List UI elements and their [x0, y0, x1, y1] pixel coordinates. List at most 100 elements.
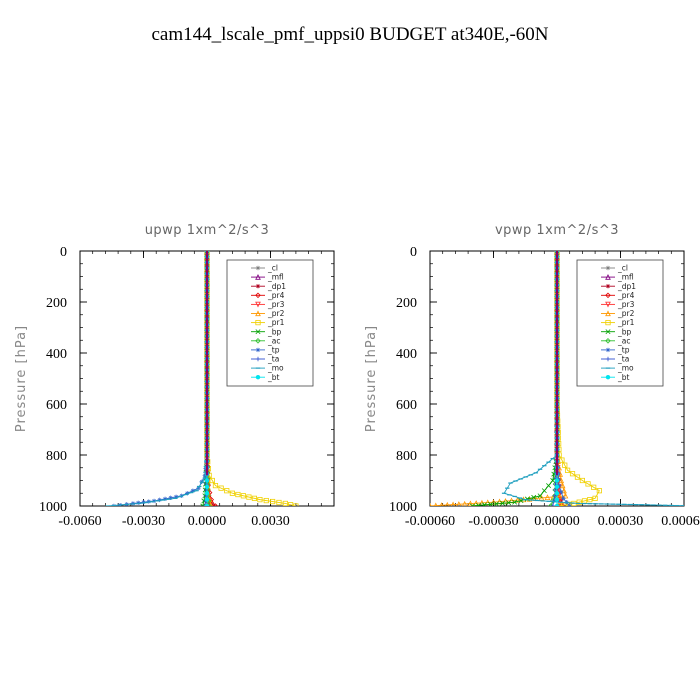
data-point	[561, 502, 567, 506]
data-point	[229, 490, 235, 496]
x-tick-label: 0.0000	[188, 514, 227, 529]
data-point	[531, 494, 537, 500]
series-bp	[469, 251, 560, 506]
series-line	[430, 251, 567, 506]
legend-label: _tp	[267, 346, 280, 355]
legend-label: _pr1	[617, 318, 635, 327]
legend-item-bp: _bp	[601, 327, 632, 336]
legend-label: _cl	[267, 264, 278, 273]
data-point	[293, 503, 299, 506]
data-point	[512, 499, 518, 505]
legend-swatch-marker	[255, 375, 261, 380]
legend-label: _bt	[617, 373, 630, 382]
legend-label: _pr4	[267, 291, 285, 300]
data-point	[202, 503, 208, 506]
y-tick-label: 0	[410, 245, 417, 260]
x-tick-label: -0.0060	[58, 514, 101, 529]
data-point	[204, 491, 210, 496]
data-point	[561, 496, 566, 501]
legend-label: _pr1	[267, 318, 285, 327]
data-point	[554, 503, 560, 506]
legend-item-ac: _ac	[601, 336, 630, 345]
legend-swatch-marker	[255, 356, 261, 362]
legend-item-mfl: _mfl	[251, 273, 284, 282]
data-point	[204, 478, 210, 483]
legend-swatch-marker	[255, 265, 261, 271]
legend-swatch-marker	[605, 292, 611, 299]
legend-label: _pr2	[267, 309, 285, 318]
legend-label: _cl	[617, 264, 628, 273]
data-point	[559, 489, 564, 495]
data-point	[462, 500, 468, 506]
legend-label: _mo	[617, 364, 634, 373]
x-tick-label: 0.00030	[598, 514, 644, 529]
x-tick-label: -0.00030	[468, 514, 518, 529]
series-group	[430, 251, 684, 506]
legend-item-mo: _mo	[601, 364, 634, 373]
data-point	[576, 499, 582, 505]
data-point	[596, 488, 602, 494]
y-tick-label: 0	[60, 245, 67, 260]
series-line	[107, 251, 208, 506]
y-tick-label: 800	[46, 449, 67, 464]
data-point	[500, 500, 506, 506]
data-point	[481, 502, 487, 506]
data-point	[157, 497, 162, 503]
data-point	[190, 488, 196, 493]
legend-item-bt: _bt	[251, 373, 280, 382]
legend-swatch-marker	[605, 329, 611, 335]
data-point	[434, 502, 438, 506]
data-point	[554, 484, 560, 490]
legend-swatch-marker	[605, 284, 611, 289]
legend-item-pr4: _pr4	[251, 291, 285, 300]
legend-label: _bp	[267, 327, 282, 336]
data-point	[288, 502, 294, 506]
legend-item-pr2: _pr2	[251, 309, 285, 318]
data-point	[546, 483, 552, 489]
series-tp	[111, 251, 210, 506]
data-point	[204, 497, 210, 502]
legend-item-pr2: _pr2	[601, 309, 635, 318]
legend-item-ta: _ta	[601, 355, 629, 364]
data-point	[467, 500, 474, 506]
series-pr2	[430, 251, 569, 506]
legend-swatch-marker	[605, 319, 611, 326]
data-point	[136, 500, 141, 506]
data-point	[550, 503, 555, 506]
data-point	[547, 503, 554, 506]
data-point	[537, 493, 543, 499]
data-point	[559, 482, 566, 489]
legend-item-tp: _tp	[601, 346, 630, 355]
legend-item-ta: _ta	[251, 355, 279, 364]
data-point	[185, 491, 190, 496]
y-tick-label: 600	[396, 398, 417, 413]
data-point	[554, 478, 560, 483]
legend-label: _ta	[617, 355, 629, 364]
panel-2: vpwp 1xm^2/s^3 Pressure [hPa] -0.00060 -0.0…	[364, 223, 700, 529]
legend-label: _ac	[267, 336, 280, 345]
data-point	[524, 496, 530, 502]
data-point	[487, 501, 493, 506]
data-point	[212, 482, 219, 489]
y-tick-label: 1000	[389, 500, 417, 515]
data-point	[224, 488, 230, 494]
data-point	[456, 501, 462, 506]
legend-label: _mfl	[617, 273, 634, 282]
y-axis-label: Pressure [hPa]	[14, 325, 29, 432]
legend-swatch-marker	[605, 356, 611, 362]
legend: _cl_mfl_dp1_pr4_pr3_pr2_pr1_bp_ac_tp_ta_…	[576, 259, 664, 387]
data-point	[246, 494, 252, 500]
legend-box	[576, 259, 664, 387]
data-point	[475, 502, 481, 506]
data-point	[204, 503, 210, 506]
data-point	[585, 481, 591, 487]
legend-item-pr1: _pr1	[251, 318, 285, 327]
x-tick-label: -0.0030	[122, 514, 165, 529]
data-point	[209, 477, 215, 484]
legend-swatch-marker	[255, 347, 261, 353]
legend-label: _pr2	[617, 309, 635, 318]
y-tick-label: 200	[396, 296, 417, 311]
legend-item-pr1: _pr1	[601, 318, 635, 327]
legend-swatch-marker	[255, 284, 261, 289]
